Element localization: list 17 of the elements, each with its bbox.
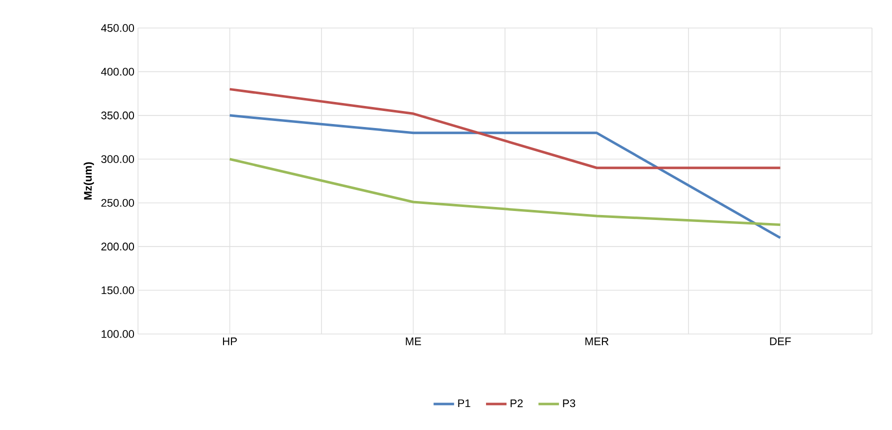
line-series xyxy=(228,158,782,226)
x-tick-label: DEF xyxy=(770,338,791,346)
y-tick-label: 200.00 xyxy=(101,242,134,250)
x-tick-label: MER xyxy=(585,338,608,346)
y-tick-label: 300.00 xyxy=(101,155,134,164)
x-tick-label: ME xyxy=(406,338,422,346)
y-tick-label: 350.00 xyxy=(101,112,134,120)
y-tick-label: 450.00 xyxy=(101,24,134,32)
legend-label: P1 xyxy=(458,399,470,408)
legend-label: P2 xyxy=(510,399,523,408)
legend-label: P3 xyxy=(563,399,576,408)
y-tick-label: 400.00 xyxy=(101,68,134,76)
y-tick-label: 150.00 xyxy=(102,286,134,294)
y-axis-title: Mz(um) xyxy=(84,162,94,200)
y-tick-label: 250.00 xyxy=(101,198,134,207)
y-tick-label: 100.00 xyxy=(102,330,134,338)
x-tick-label: HP xyxy=(223,338,237,346)
